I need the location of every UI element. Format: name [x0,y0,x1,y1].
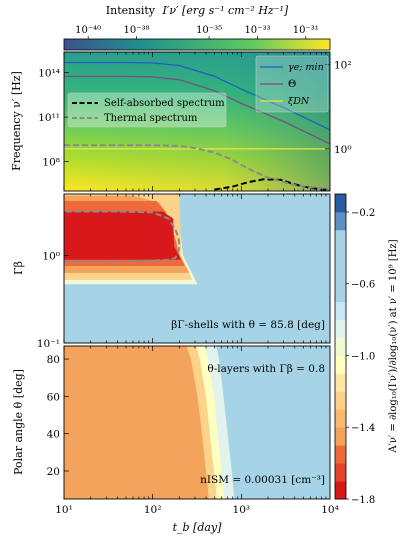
top-colorbar-tick-label: 10⁻³⁵ [196,25,222,36]
side-colorbar-band [335,265,346,285]
top-colorbar-bar [63,38,331,51]
legend-selfabs: Self-absorbed spectrum [104,98,225,109]
bottom-regions [64,346,235,499]
side-colorbar-label: A′ν′ = ∂log₁₀(I′ν′)/∂log₁₀(ν′) at ν′ = 1… [388,239,399,453]
y-tick-label: 60 [47,391,60,403]
y-tick-label: 10¹⁴ [38,68,60,80]
series-gamma-min [64,61,330,131]
bottom-axes: 10¹ 10² 10³ 10⁴ 20 40 60 80 [47,346,339,516]
side-colorbar-band [335,211,346,231]
side-colorbar-band [335,337,346,356]
top-frame [63,51,331,192]
bottom-panel: 10¹ 10² 10³ 10⁴ 20 40 60 80 Polar angle θ [deg]… [12,345,339,534]
middle-frame [63,193,331,344]
top-colorbar-tick-label: 10⁻⁴⁰ [75,25,101,36]
series-thermal [64,144,330,191]
top-series-lines [64,61,330,191]
side-colorbar-tick-label: −1.4 [351,423,375,434]
legend-gamma: γe; min [288,62,324,73]
series-self-absorbed [214,178,330,191]
side-colorbar-band [335,427,346,446]
legend-thermal: Thermal spectrum [104,113,198,124]
bottom-ylabel: Polar angle θ [deg] [12,369,25,475]
top-colorbar-tick-label: 10⁻³⁸ [124,25,150,36]
side-colorbar-band [335,247,346,267]
side-colorbar-band [335,463,346,482]
bottom-xlabel: t_b [day] [173,521,223,534]
right-tick-label: 10⁰ [334,144,352,156]
top-ylabel: Frequency ν′ [Hz] [10,71,23,171]
side-colorbar-band [335,481,346,500]
side-colorbar-band [335,355,346,374]
side-colorbar: −0.2 −0.6 −1.0 −1.4 −1.8 A′ν′ = ∂log₁₀(I′ν′)… [334,193,399,506]
y-tick-label: 40 [47,429,60,441]
side-colorbar-band [335,283,346,303]
y-tick-label: 10⁸ [42,156,60,168]
x-tick-label: 10³ [233,504,251,516]
top-legend-left-box [67,92,227,128]
top-colorbar-tick-label: 10⁻³³ [244,25,270,36]
top-legend-right-box [255,55,329,113]
side-colorbar-tick-label: −0.2 [351,208,375,219]
top-heatmap-shade [64,52,330,191]
y-tick-label: 20 [47,466,60,478]
side-colorbar-tick-label: −1.0 [351,351,375,362]
middle-panel: 10⁻¹ 10⁰ Γβ βΓ-shells with θ = 85.8 [deg] [12,193,331,350]
middle-contour [64,210,181,263]
y-tick-label: 80 [47,354,60,366]
side-colorbar-band [335,373,346,392]
side-colorbar-band [335,445,346,464]
top-legend-left: Self-absorbed spectrum Thermal spectrum [67,92,227,128]
middle-ylabel: Γβ [12,261,25,275]
side-colorbar-band [335,319,346,338]
legend-theta: Θ [288,79,296,90]
middle-annotation: βΓ-shells with θ = 85.8 [deg] [171,319,325,331]
side-colorbar-ticks: −0.2 −0.6 −1.0 −1.4 −1.8 [346,208,375,506]
series-theta [64,75,330,145]
middle-thermal-contour [64,210,181,263]
top-legend-right: γe; min Θ ξDN [255,55,329,113]
y-tick-label: 10⁰ [42,250,60,262]
top-panel: 10⁸ 10¹¹ 10¹⁴ 10⁰ 10² Frequency ν′ [Hz] γe; … [10,51,352,192]
y-tick-label: 10¹¹ [38,112,60,124]
top-colorbar-label: Intensity I′ν′ [erg s⁻¹ cm⁻² Hz⁻¹] [106,4,289,17]
side-colorbar-tick-label: −0.6 [351,280,375,291]
x-tick-label: 10¹ [55,504,73,516]
side-colorbar-tick-label: −1.8 [351,495,375,506]
side-colorbar-band [335,301,346,320]
middle-region [64,211,182,260]
side-colorbar-bands [335,194,346,500]
top-colorbar: Intensity I′ν′ [erg s⁻¹ cm⁻² Hz⁻¹] 10⁻⁴⁰… [63,4,331,51]
side-colorbar-band [335,194,346,213]
middle-regions [64,194,198,285]
x-tick-label: 10² [144,504,162,516]
side-colorbar-frame [334,193,347,500]
legend-xi: ξDN [288,96,310,107]
x-tick-label: 10⁴ [321,504,339,516]
top-colorbar-ticks: 10⁻⁴⁰ 10⁻³⁸ 10⁻³⁵ 10⁻³³ 10⁻³¹ [75,25,319,39]
right-tick-label: 10² [334,60,352,72]
top-colorbar-tick-label: 10⁻³¹ [293,25,319,36]
side-colorbar-band [335,229,346,249]
bottom-annotation-top: θ-layers with Γβ = 0.8 [207,363,325,375]
side-colorbar-band [335,391,346,410]
y-tick-label: 10⁻¹ [37,338,60,350]
side-colorbar-band [335,409,346,428]
bottom-region [64,346,209,499]
middle-axes: 10⁻¹ 10⁰ [37,194,327,350]
bottom-annotation-bottom: nISM = 0.00031 [cm⁻³] [200,474,325,486]
bottom-frame [63,345,331,500]
